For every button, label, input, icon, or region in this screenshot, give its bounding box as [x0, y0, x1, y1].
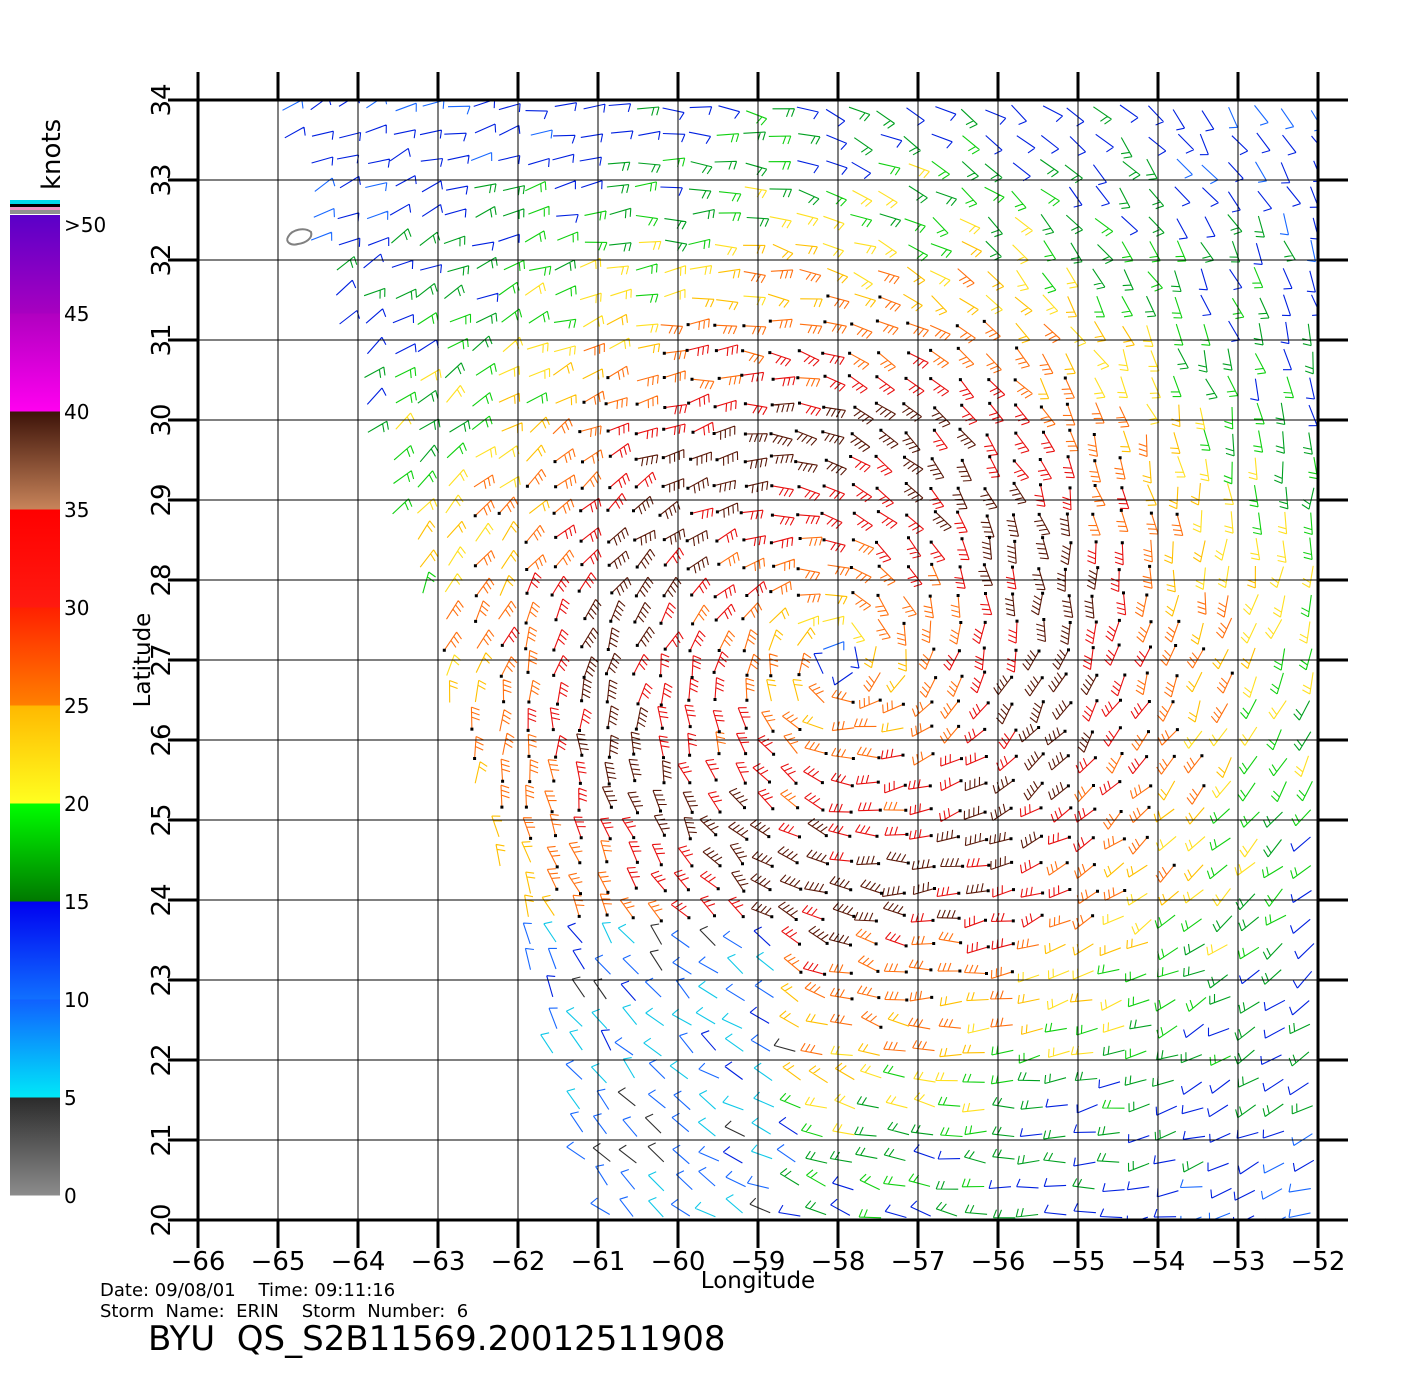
colorbar-band: [10, 901, 60, 1000]
colorbar: knots 0 5 10 15 20 25 30 35 40 45 >50: [10, 119, 106, 1208]
colorbar-tick-label: 40: [64, 400, 89, 424]
colorbar-tick-label: 0: [64, 1184, 77, 1208]
lon-tick-label: −57: [891, 1247, 946, 1277]
lat-tick-label: 21: [147, 1123, 177, 1156]
footer-date-time: Date: 09/08/01 Time: 09:11:16: [100, 1280, 395, 1301]
lat-tick-label: 27: [147, 643, 177, 676]
footer-product-id: BYU QS_S2B11569.20012511908: [148, 1319, 726, 1359]
lat-tick-label: 33: [147, 163, 177, 196]
colorbar-band: [10, 607, 60, 706]
lon-tick-label: −56: [971, 1247, 1026, 1277]
colorbar-cap-pink: [10, 207, 60, 210]
lat-tick-label: 31: [147, 323, 177, 356]
colorbar-band: [10, 803, 60, 902]
colorbar-band: [10, 1097, 60, 1196]
island-outline: [286, 228, 313, 246]
colorbar-tick-label: 5: [64, 1086, 77, 1110]
lon-tick-label: −55: [1051, 1247, 1106, 1277]
wind-barb-group: [571, 923, 796, 1214]
wind-barb-group: [395, 163, 1314, 1136]
lon-tick-label: −66: [171, 1247, 226, 1277]
colorbar-tick-label: >50: [64, 213, 106, 237]
lat-tick-label: 28: [147, 563, 177, 596]
lat-tick-label: 24: [147, 883, 177, 916]
lat-tick-label: 20: [147, 1203, 177, 1236]
lon-tick-label: −53: [1211, 1247, 1266, 1277]
x-axis-label: Longitude: [701, 1268, 815, 1294]
wind-barb-group: [540, 921, 775, 1218]
colorbar-band: [10, 313, 60, 412]
colorbar-tick-label: 45: [64, 302, 89, 326]
lon-tick-label: −62: [491, 1247, 546, 1277]
footer-storm-info: Storm Name: ERIN Storm Number: 6: [100, 1301, 468, 1322]
colorbar-cap-grey: [10, 210, 60, 214]
footer: Date: 09/08/01 Time: 09:11:16 Storm Name…: [100, 1280, 726, 1359]
colorbar-band: [10, 411, 60, 510]
lon-tick-label: −59: [731, 1247, 786, 1277]
colorbar-band: [10, 999, 60, 1098]
lat-tick-label: 29: [147, 483, 177, 516]
colorbar-band: [10, 705, 60, 804]
wind-barb-group: [501, 344, 1151, 975]
lon-tick-label: −54: [1131, 1247, 1186, 1277]
lat-tick-label: 26: [147, 723, 177, 756]
colorbar-cap-black: [10, 204, 60, 207]
lon-tick-label: −52: [1291, 1247, 1346, 1277]
lon-tick-label: −61: [571, 1247, 626, 1277]
lon-tick-label: −64: [331, 1247, 386, 1277]
colorbar-unit-label: knots: [37, 119, 67, 190]
colorbar-band: [10, 215, 60, 314]
colorbar-cap-cyan: [10, 200, 60, 204]
wind-barb-group: [336, 106, 1315, 1219]
wind-barb-group: [284, 100, 1318, 1220]
wind-barb-group: [417, 241, 1256, 1084]
colorbar-tick-label: 25: [64, 694, 89, 718]
colorbar-tick-label: 35: [64, 498, 89, 522]
colorbar-tick-label: 10: [64, 988, 89, 1012]
colorbar-tick-label: 15: [64, 890, 89, 914]
plot-area: −66 −65 −64 −63 −62 −61 −60 −59 −58 −57 −56 −55 −54−…: [130, 72, 1348, 1294]
wind-barb-group: [392, 110, 1318, 1219]
lat-tick-label: 30: [147, 403, 177, 436]
lon-tick-label: −60: [651, 1247, 706, 1277]
lat-tick-label: 22: [147, 1043, 177, 1076]
lon-tick-label: −63: [411, 1247, 466, 1277]
lat-tick-label: 32: [147, 243, 177, 276]
lon-tick-label: −58: [811, 1247, 866, 1277]
y-axis-label: Latitude: [130, 613, 156, 708]
lat-tick-label: 34: [147, 83, 177, 116]
colorbar-tick-label: 20: [64, 792, 89, 816]
colorbar-tick-label: 30: [64, 596, 89, 620]
lat-tick-label: 25: [147, 803, 177, 836]
colorbar-band: [10, 509, 60, 608]
lon-tick-label: −65: [251, 1247, 306, 1277]
lat-tick-label: 23: [147, 963, 177, 996]
